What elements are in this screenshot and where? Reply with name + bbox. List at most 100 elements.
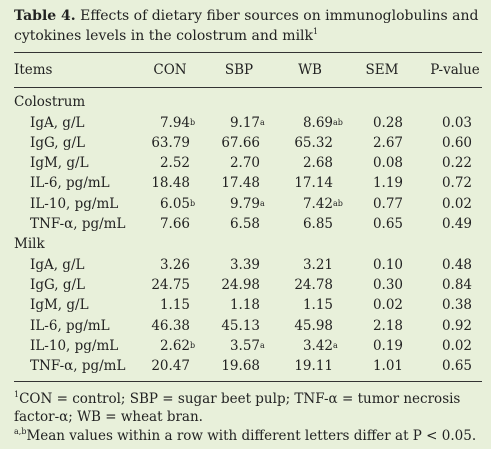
cell-value: 18.48 (151, 175, 190, 192)
cell-value: 1.19 (372, 175, 403, 192)
cell: 0.02 (373, 296, 403, 314)
cell-value: 0.19 (372, 338, 403, 354)
cell-value: 3.42 (302, 338, 333, 354)
cell-value: 0.02 (372, 297, 403, 314)
cell-value: 0.02 (441, 338, 472, 354)
cell: 1.01 (373, 357, 403, 375)
row-label: IL-6, pg/mL (30, 317, 110, 334)
cell-value: 6.58 (229, 216, 260, 232)
cell-value: 1.15 (159, 297, 190, 314)
cell: 0.03 (442, 114, 472, 132)
cell: 0.72 (442, 174, 472, 192)
cell: 8.69 ab (302, 114, 343, 131)
cell-value: 0.77 (372, 195, 403, 212)
cell-value: 17.14 (294, 175, 333, 192)
cell-value: 24.75 (151, 277, 190, 294)
cell-value: 6.05 (159, 195, 190, 212)
cell: 67.66 (221, 134, 260, 152)
cell-value: 63.79 (151, 134, 190, 151)
cell: 0.49 (442, 215, 472, 233)
row-label: IgG, g/L (30, 134, 86, 151)
header-cell: SEM (365, 62, 399, 78)
cell-value: 19.11 (294, 358, 333, 375)
row-label: IgM, g/L (30, 155, 89, 172)
row-label: IgG, g/L (30, 277, 86, 294)
cell: 63.79 (151, 134, 190, 152)
cell-value: 67.66 (221, 134, 260, 151)
cell: 7.66 (160, 215, 190, 233)
cell: 0.19 (373, 337, 403, 355)
cell: 3.21 (303, 256, 333, 274)
cell: 3.26 (160, 256, 190, 274)
cell: 6.05 b (159, 195, 196, 212)
cell-value: 0.72 (441, 175, 472, 192)
cell: 2.52 (160, 154, 190, 172)
cell: 3.39 (230, 256, 260, 274)
cell: 0.92 (442, 317, 472, 335)
cell: 24.78 (294, 276, 333, 294)
cell: 2.68 (303, 154, 333, 172)
cell-value: 0.38 (441, 297, 472, 314)
cell: 20.47 (151, 357, 190, 375)
cell-value: 0.49 (441, 216, 472, 232)
row-label: IgA, g/L (30, 256, 85, 273)
cell-value: 46.38 (151, 317, 190, 334)
cell-value: 17.48 (221, 175, 260, 192)
cell: 6.58 (230, 215, 260, 233)
section-label: Colostrum (14, 94, 86, 110)
footnote: a,bMean values within a row with differe… (14, 427, 484, 445)
cell: 0.60 (442, 134, 472, 152)
cell: 1.19 (373, 174, 403, 192)
cell: 65.32 (294, 134, 333, 152)
cell: 0.02 (442, 195, 472, 213)
row-label: IgA, g/L (30, 114, 85, 131)
cell: 0.30 (373, 276, 403, 294)
cell: 2.62 b (159, 338, 196, 354)
cell-value: 2.68 (302, 155, 333, 172)
cell-value: 3.26 (159, 256, 190, 273)
cell-value: 8.69 (302, 114, 333, 131)
cell: 9.17 a (229, 114, 265, 131)
cell-value: 0.03 (441, 114, 472, 131)
cell: 17.14 (294, 174, 333, 192)
cell: 19.68 (221, 357, 260, 375)
title-text: Effects of dietary fiber sources on immu… (14, 8, 479, 44)
cell: 19.11 (294, 357, 333, 375)
cell: 0.77 (373, 195, 403, 213)
cell-value: 2.62 (159, 338, 190, 354)
cell: 2.70 (230, 154, 260, 172)
cell-value: 24.78 (294, 277, 333, 294)
header-cell: CON (153, 62, 187, 78)
cell: 0.65 (373, 215, 403, 233)
cell-value: 2.52 (159, 155, 190, 172)
row-label: IL-10, pg/mL (30, 338, 119, 354)
cell-value: 0.65 (372, 216, 403, 232)
cell-value: 0.02 (441, 195, 472, 212)
cell-value: 2.70 (229, 155, 260, 172)
cell-value: 2.18 (372, 317, 403, 334)
cell-value: 9.17 (229, 114, 260, 131)
row-label: TNF-α, pg/mL (30, 216, 126, 232)
footnote-text: Mean values within a row with different … (26, 428, 477, 444)
cell: 9.79 a (229, 195, 265, 212)
cell-value: 1.15 (302, 297, 333, 314)
cell-value: 0.22 (441, 155, 472, 172)
row-label: IgM, g/L (30, 297, 89, 314)
cell-value: 19.68 (221, 358, 260, 375)
cell: 3.57 a (229, 338, 265, 354)
cell: 6.85 (303, 215, 333, 233)
cell: 0.28 (373, 114, 403, 132)
footnote-text: CON = control; SBP = sugar beet pulp; TN… (14, 391, 461, 425)
title-note: 1 (313, 27, 319, 36)
row-label: TNF-α, pg/mL (30, 358, 126, 375)
footnote-mark: a,b (14, 427, 27, 436)
cell: 0.10 (373, 256, 403, 274)
cell: 24.75 (151, 276, 190, 294)
cell-value: 3.39 (229, 256, 260, 273)
cell: 17.48 (221, 174, 260, 192)
header-cell: WB (298, 62, 322, 78)
cell: 0.02 (442, 337, 472, 355)
cell: 0.22 (442, 154, 472, 172)
cell-value: 3.21 (302, 256, 333, 273)
cell: 2.67 (373, 134, 403, 152)
